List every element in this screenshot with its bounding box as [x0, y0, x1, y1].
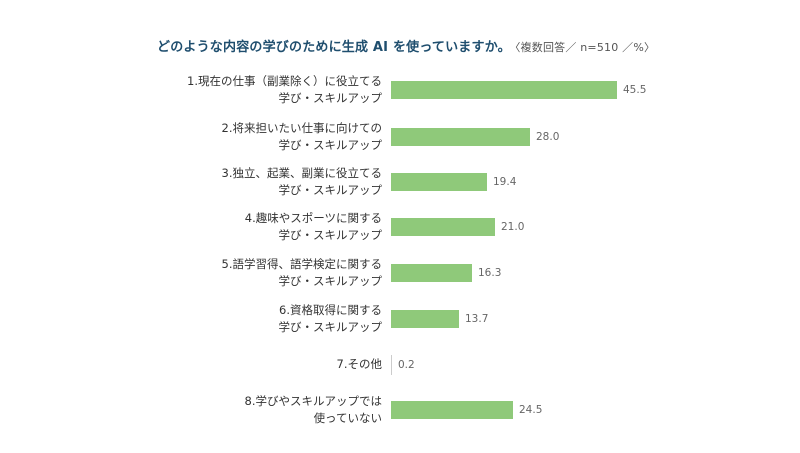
value-label: 28.0 — [536, 131, 560, 143]
bar — [391, 355, 392, 375]
category-label: 5.語学習得、語学検定に関する学び・スキルアップ — [222, 256, 382, 290]
bar — [391, 128, 530, 146]
category-label-line2: 学び・スキルアップ — [278, 183, 383, 197]
category-label: 3.独立、起業、副業に役立てる学び・スキルアップ — [222, 165, 382, 199]
category-label-line2: 使っていない — [313, 411, 382, 425]
category-label-line2: 学び・スキルアップ — [278, 228, 383, 242]
chart-title: どのような内容の学びのために生成 AI を使っていますか。 〈複数回答／ n=51… — [157, 36, 655, 55]
category-label-line2: 学び・スキルアップ — [278, 91, 383, 105]
chart-row: 7.その他 0.2 — [0, 355, 800, 396]
category-label-line1: 7.その他 — [336, 357, 382, 371]
bar — [391, 401, 513, 419]
chart-row: 5.語学習得、語学検定に関する学び・スキルアップ 16.3 — [0, 256, 800, 296]
category-label-line1: 1.現在の仕事（副業除く）に役立てる — [187, 74, 382, 88]
category-label-line1: 4.趣味やスポーツに関する — [244, 211, 382, 225]
category-label-line2: 学び・スキルアップ — [278, 274, 383, 288]
chart-row: 4.趣味やスポーツに関する学び・スキルアップ 21.0 — [0, 210, 800, 250]
bar — [391, 218, 495, 236]
category-label: 6.資格取得に関する 学び・スキルアップ — [279, 302, 383, 336]
value-label: 19.4 — [493, 176, 517, 188]
chart-title-sub: 〈複数回答／ n=510 ／%〉 — [514, 41, 656, 54]
category-label-line1: 8.学びやスキルアップでは — [244, 394, 382, 408]
value-label: 0.2 — [398, 359, 415, 371]
chart-title-main: どのような内容の学びのために生成 AI を使っていますか。 — [157, 40, 511, 55]
category-label: 4.趣味やスポーツに関する学び・スキルアップ — [245, 210, 382, 244]
category-label-line1: 5.語学習得、語学検定に関する — [221, 257, 382, 271]
category-label-line1: 2.将来担いたい仕事に向けての — [221, 121, 382, 135]
category-label-line2: 学び・スキルアップ — [278, 138, 383, 152]
category-label: 1.現在の仕事（副業除く）に役立てる学び・スキルアップ — [187, 73, 382, 107]
value-label: 45.5 — [623, 84, 647, 96]
value-label: 21.0 — [501, 221, 525, 233]
chart-row: 6.資格取得に関する 学び・スキルアップ 13.7 — [0, 302, 800, 342]
bar — [391, 264, 472, 282]
chart-row: 1.現在の仕事（副業除く）に役立てる学び・スキルアップ 45.5 — [0, 73, 800, 113]
chart-row: 3.独立、起業、副業に役立てる学び・スキルアップ 19.4 — [0, 165, 800, 205]
category-label-line2: 学び・スキルアップ — [278, 320, 383, 334]
category-label: 2.将来担いたい仕事に向けての学び・スキルアップ — [222, 120, 382, 154]
value-label: 13.7 — [465, 313, 489, 325]
value-label: 16.3 — [478, 267, 502, 279]
category-label-line1: 3.独立、起業、副業に役立てる — [221, 166, 382, 180]
chart-row: 2.将来担いたい仕事に向けての学び・スキルアップ 28.0 — [0, 120, 800, 160]
bar — [391, 310, 459, 328]
category-label-line1: 6.資格取得に関する — [279, 303, 382, 317]
bar — [391, 173, 487, 191]
bar — [391, 81, 617, 99]
category-label: 8.学びやスキルアップでは使っていない — [245, 393, 382, 427]
value-label: 24.5 — [519, 404, 543, 416]
category-label: 7.その他 — [337, 356, 382, 373]
chart-row: 8.学びやスキルアップでは使っていない 24.5 — [0, 393, 800, 433]
